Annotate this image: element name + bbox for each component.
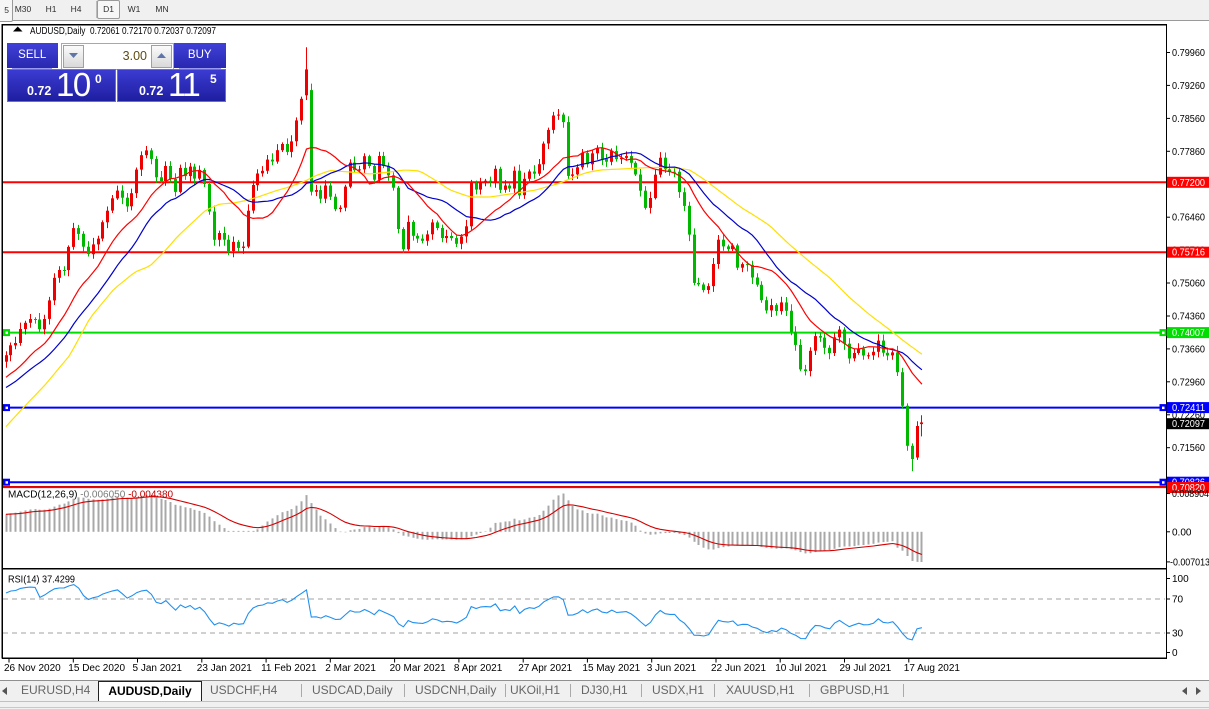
svg-text:0.72411: 0.72411 <box>1172 403 1205 414</box>
svg-text:0.00: 0.00 <box>1172 527 1192 538</box>
svg-text:0.79960: 0.79960 <box>1172 48 1205 59</box>
svg-text:0.72097: 0.72097 <box>1172 419 1205 430</box>
svg-text:0.72260: 0.72260 <box>1172 410 1205 421</box>
svg-text:30: 30 <box>1172 629 1184 640</box>
svg-text:0.75716: 0.75716 <box>1172 248 1205 259</box>
svg-text:0.78560: 0.78560 <box>1172 114 1205 125</box>
svg-text:0.74007: 0.74007 <box>1172 328 1205 339</box>
svg-text:AUDUSD,Daily 0.72061 0.72170: AUDUSD,Daily 0.72061 0.72170 0.72037 0.7… <box>30 26 216 37</box>
svg-text:20 Mar 2021: 20 Mar 2021 <box>390 663 447 674</box>
svg-text:0.73660: 0.73660 <box>1172 344 1205 355</box>
svg-text:0.77200: 0.77200 <box>1172 178 1205 189</box>
svg-text:70: 70 <box>1172 595 1184 606</box>
svg-text:22 Jun 2021: 22 Jun 2021 <box>711 663 766 674</box>
svg-text:0.74360: 0.74360 <box>1172 312 1205 323</box>
svg-text:26 Nov 2020: 26 Nov 2020 <box>4 663 61 674</box>
svg-text:MACD(12,26,9) -0.006050 -0.004: MACD(12,26,9) -0.006050 -0.004380 <box>8 490 174 501</box>
svg-text:100: 100 <box>1172 574 1189 585</box>
svg-text:2 Mar 2021: 2 Mar 2021 <box>325 663 376 674</box>
svg-text:0.77860: 0.77860 <box>1172 147 1205 158</box>
svg-text:8 Apr 2021: 8 Apr 2021 <box>454 663 503 674</box>
svg-text:5 Jan 2021: 5 Jan 2021 <box>133 663 183 674</box>
svg-text:15 Dec 2020: 15 Dec 2020 <box>68 663 125 674</box>
svg-text:10 Jul 2021: 10 Jul 2021 <box>775 663 827 674</box>
svg-text:0.008904: 0.008904 <box>1172 489 1209 500</box>
svg-text:11 Feb 2021: 11 Feb 2021 <box>261 663 317 674</box>
svg-text:0.70820: 0.70820 <box>1172 483 1205 494</box>
svg-text:0.75060: 0.75060 <box>1172 279 1205 290</box>
svg-text:17 Aug 2021: 17 Aug 2021 <box>904 663 961 674</box>
svg-text:-0.007013: -0.007013 <box>1170 557 1209 568</box>
svg-text:27 Apr 2021: 27 Apr 2021 <box>518 663 572 674</box>
svg-text:0: 0 <box>1172 648 1178 659</box>
svg-text:15 May 2021: 15 May 2021 <box>582 663 640 674</box>
svg-text:0.71560: 0.71560 <box>1172 443 1205 454</box>
svg-text:29 Jul 2021: 29 Jul 2021 <box>840 663 892 674</box>
svg-text:23 Jan 2021: 23 Jan 2021 <box>197 663 252 674</box>
svg-text:3 Jun 2021: 3 Jun 2021 <box>647 663 697 674</box>
svg-text:RSI(14) 37.4299: RSI(14) 37.4299 <box>8 575 75 586</box>
svg-text:0.76460: 0.76460 <box>1172 213 1205 224</box>
svg-text:0.72960: 0.72960 <box>1172 377 1205 388</box>
svg-text:0.79260: 0.79260 <box>1172 81 1205 92</box>
